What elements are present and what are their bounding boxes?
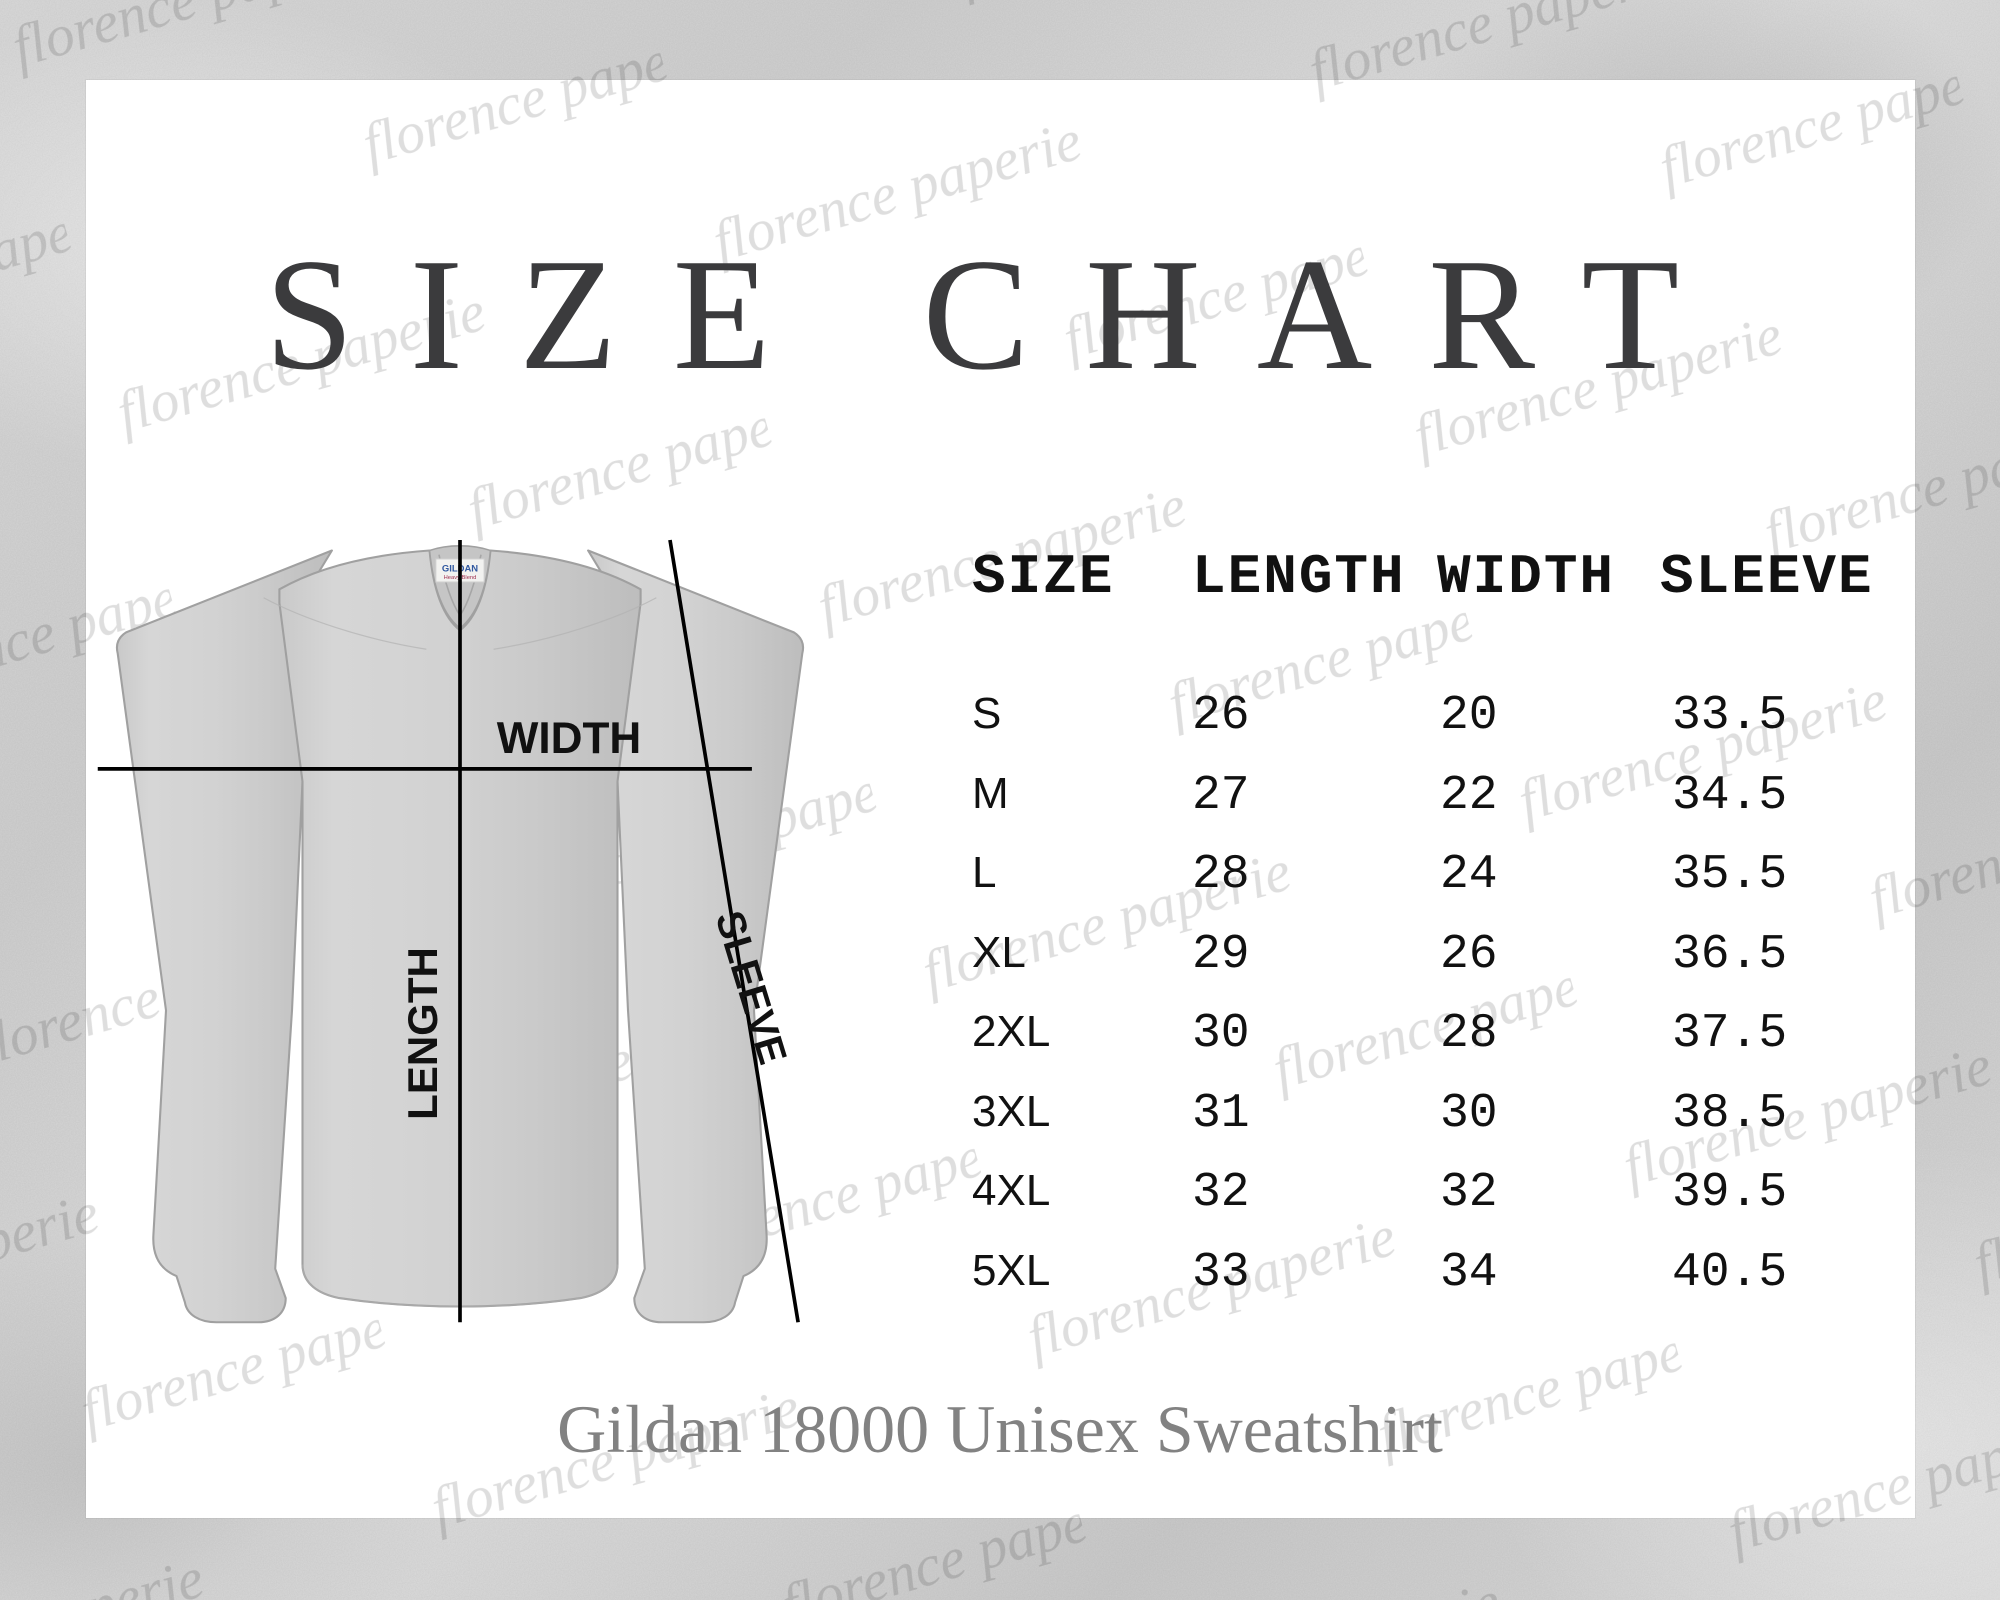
svg-text:WIDTH: WIDTH	[497, 714, 642, 763]
svg-text:LENGTH: LENGTH	[399, 947, 446, 1120]
